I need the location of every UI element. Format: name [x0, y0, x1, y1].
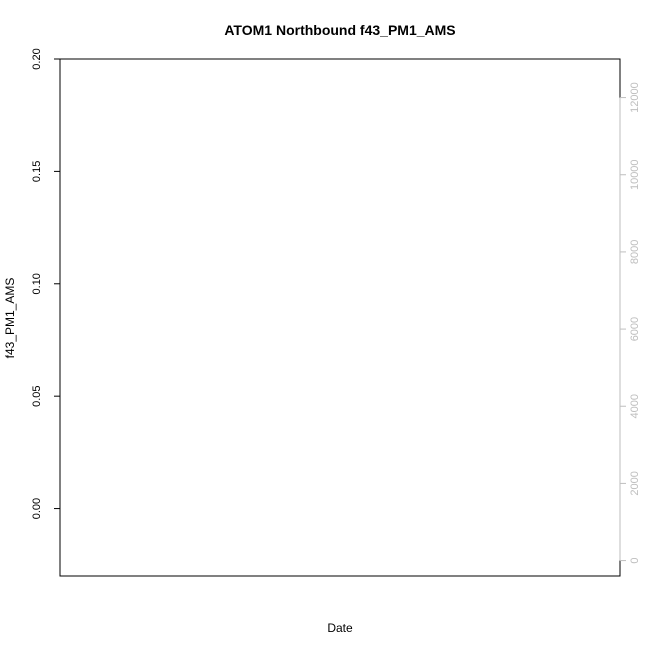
y-axis: 0.00 0.05 0.10 0.15 0.20	[31, 48, 61, 519]
y2-tick-label: 6000	[629, 317, 641, 341]
y2-tick-label: 0	[629, 558, 641, 564]
y2-tick-label: 8000	[629, 240, 641, 264]
y-tick-label: 0.15	[31, 161, 43, 182]
chart-title: ATOM1 Northbound f43_PM1_AMS	[224, 22, 455, 38]
y-axis-label: f43_PM1_AMS	[3, 278, 17, 359]
y-tick-label: 0.20	[31, 48, 43, 69]
y2-tick-label: 2000	[629, 471, 641, 495]
y-tick-label: 0.10	[31, 273, 43, 294]
y2-tick-label: 12000	[629, 82, 641, 113]
plot-frame	[59, 58, 621, 577]
x-axis-label: Date	[327, 621, 353, 635]
y2-axis: 0 2000 4000 6000 8000 10000 12000	[619, 82, 641, 564]
y2-tick-label: 10000	[629, 159, 641, 190]
y-tick-label: 0.05	[31, 385, 43, 406]
y-tick-label: 0.00	[31, 498, 43, 519]
y2-tick-label: 4000	[629, 394, 641, 418]
